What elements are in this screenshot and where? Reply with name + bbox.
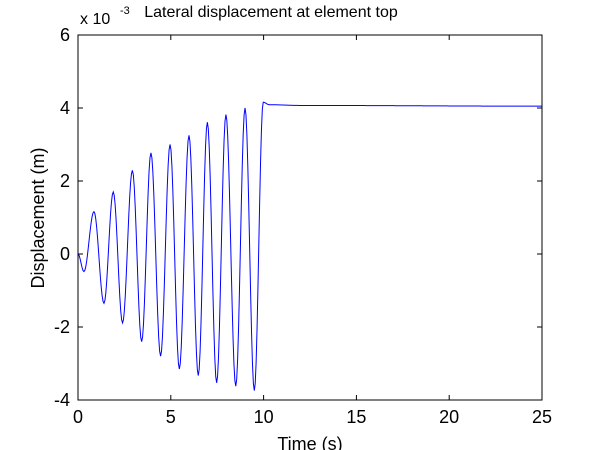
chart-title: Lateral displacement at element top [144,4,398,21]
plot-frame [77,34,543,401]
x-tick-label: 10 [254,407,274,427]
y-tick-label: 6 [60,25,70,45]
y-axis-label: Displacement (m) [28,147,48,288]
y-tick-label: 2 [60,171,70,191]
series-line [77,101,542,391]
x-tick-label: 0 [73,407,83,427]
y-exponent-base: x 10 [80,11,110,28]
y-tick-label: 0 [60,244,70,264]
x-axis-label: Time (s) [277,434,342,450]
x-tick-label: 15 [346,407,366,427]
x-tick-label: 5 [166,407,176,427]
x-tick-label: 25 [532,407,552,427]
y-tick-label: 4 [60,98,70,118]
y-exponent-power: -3 [120,5,130,17]
y-tick-label: -2 [54,317,70,337]
x-tick-label: 20 [439,407,459,427]
y-tick-label: -4 [54,390,70,410]
